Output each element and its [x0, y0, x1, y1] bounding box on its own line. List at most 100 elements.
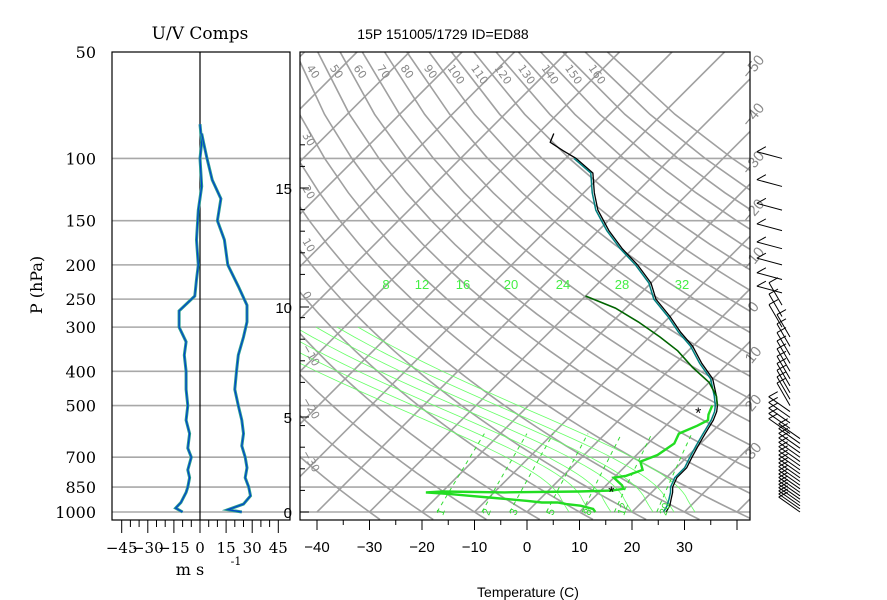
wind-barb-staff	[778, 483, 801, 500]
mixing-ratio-line	[581, 433, 623, 513]
moist-adiabat-line	[336, 326, 675, 513]
parcel-marker: *	[695, 406, 701, 423]
mixing-ratio-label: 1	[435, 507, 448, 517]
wind-barb-flag	[778, 457, 788, 464]
isotherm-line	[473, 235, 750, 513]
wind-barb-flag	[756, 236, 767, 243]
mixing-ratio-line	[656, 433, 693, 513]
wind-barb-staff	[768, 304, 783, 328]
dry-adiabat-line	[450, 52, 750, 313]
isotherm-label: −20	[739, 196, 768, 226]
dry-adiabat-line	[300, 332, 541, 520]
isotherm-line	[526, 287, 750, 513]
uv-x-axis-label: m s	[176, 560, 204, 579]
uv-panel-title: U/V Comps	[152, 24, 249, 44]
isotherm-label: −10	[739, 244, 768, 274]
dry-adiabat-line	[361, 52, 750, 400]
skewt-panel-frame	[299, 51, 751, 521]
wind-barb-staff	[756, 223, 783, 232]
moist-adiabat-line	[315, 326, 654, 513]
uv-x-tick-label: −15	[158, 539, 190, 557]
wind-barb-staff	[756, 202, 783, 211]
wind-barb-flag	[756, 174, 767, 181]
skewt-dry-adiabats	[300, 52, 750, 520]
isotherm-label: −40	[739, 100, 768, 130]
height-tick-label: 10	[275, 300, 292, 317]
uv-series-group	[173, 124, 253, 514]
wind-barb-staff	[756, 285, 783, 294]
mixing-ratio-label: 5	[545, 507, 558, 517]
dry-adiabat-line	[383, 52, 750, 378]
moist-adiabat-label: 32	[675, 277, 689, 292]
wind-barb-staff	[778, 441, 801, 458]
uv-pressure-tick-label: 500	[65, 397, 96, 416]
dry-adiabat-label: 140	[539, 62, 562, 87]
uv-pressure-tick-label: 1000	[55, 503, 96, 522]
uv-panel-frame	[111, 51, 291, 521]
dry-adiabat-line	[300, 205, 700, 520]
dry-adiabat-label: 90	[421, 62, 440, 81]
isotherm-line	[300, 52, 463, 216]
uv-x-axis-label-exponent: -1	[231, 555, 242, 568]
moist-adiabat-line	[300, 341, 612, 513]
isotherm-line	[300, 52, 516, 268]
wind-barb-staff	[776, 363, 791, 387]
wind-barb-staff	[756, 272, 783, 280]
wind-barb-flag	[778, 468, 788, 475]
dry-adiabat-line	[584, 52, 750, 192]
isotherm-line	[300, 52, 568, 321]
moist-adiabat-label: 24	[556, 277, 570, 292]
wind-barb-staff	[778, 487, 801, 503]
wind-barb-staff	[778, 466, 801, 482]
dry-adiabat-label: 80	[398, 62, 417, 81]
wind-barb-staff	[756, 151, 783, 159]
dry-adiabat-label: 130	[515, 62, 538, 87]
uv-y-axis-label: P (hPa)	[27, 256, 46, 314]
uv-x-tick-label: 45	[269, 539, 288, 557]
wind-barb-flag	[778, 449, 788, 456]
wind-barb-staff	[778, 469, 801, 486]
wind-barb-staff	[778, 493, 801, 510]
isotherm-label: −30	[739, 148, 768, 178]
isotherm-line	[316, 77, 750, 513]
isotherm-line	[300, 52, 411, 163]
dry-adiabat-line	[562, 52, 750, 211]
wind-barb-staff	[756, 241, 783, 250]
isotherm-line	[300, 52, 621, 373]
wind-barb-flag	[778, 453, 788, 460]
mixing-ratio-label: 8	[582, 507, 595, 517]
isotherm-line	[300, 52, 673, 426]
mixing-ratio-label: 3	[508, 507, 521, 517]
uv-x-tick-label: 30	[243, 539, 262, 557]
wind-barb-flag	[776, 357, 787, 364]
skewt-x-tick-label: 20	[624, 539, 641, 556]
wind-barb-staff	[768, 282, 783, 306]
dry-adiabat-line	[300, 113, 750, 495]
uv-pressure-tick-label: 150	[65, 212, 96, 231]
uv-series-line	[201, 133, 252, 513]
wind-barb-flag	[778, 445, 788, 452]
skewt-series-line	[585, 295, 719, 406]
isotherm-line	[631, 392, 750, 513]
skewt-series-group	[425, 133, 719, 513]
skewt-plot-area: 40 50 60 70 80 90 100 110 120 130 140 150 160 302010…	[300, 52, 750, 520]
wind-barb-staff	[778, 458, 801, 475]
mixing-ratio-label: 12	[616, 501, 631, 517]
skewt-x-tick-label: −30	[357, 539, 382, 556]
wind-barb-staff	[776, 323, 791, 347]
wind-barb-flag	[756, 218, 767, 225]
uv-x-tick-label: 0	[195, 539, 205, 557]
wind-barb-staff	[776, 376, 791, 400]
wind-barb-flag	[778, 464, 788, 471]
uv-pressure-tick-label: 300	[65, 318, 96, 337]
dry-adiabat-line	[428, 52, 750, 334]
uv-pressure-gridlines	[112, 157, 290, 513]
wind-barb-staff	[778, 432, 801, 449]
wind-barb-flag	[778, 482, 788, 489]
isotherm-line	[578, 340, 750, 513]
wind-barb-flag	[776, 350, 787, 357]
skewt-title: 15P 151005/1729 ID=ED88	[357, 26, 529, 42]
wind-barb-flag	[756, 146, 767, 153]
wind-barb-flag	[778, 441, 788, 448]
